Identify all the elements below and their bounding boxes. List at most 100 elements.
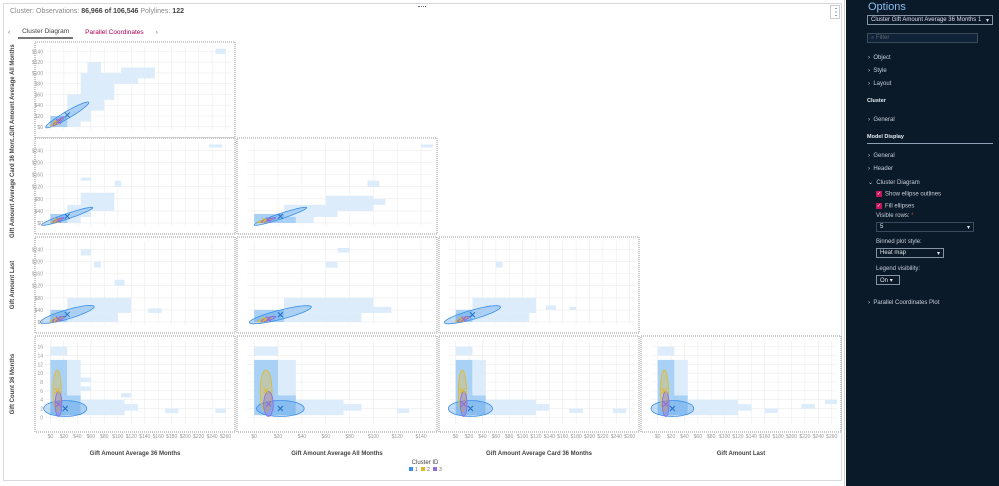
heatmap-bin: [80, 377, 91, 382]
tab-next-icon[interactable]: ›: [155, 29, 158, 36]
x-tick-label: $220: [597, 434, 608, 440]
x-tick-label: $140: [139, 434, 150, 440]
panel-0-0: $0 $20 $40 $60 $80 $100 $120 $140 Gift Amount Av…: [10, 41, 236, 139]
object-select[interactable]: Cluster Gift Amount Average 36 Months 1 ▾: [867, 15, 993, 25]
panel-1-3: $0 $20 $40 $60 $80 $100 $120 $140 Gift Amount Av…: [236, 335, 438, 457]
heatmap-bin: [94, 261, 101, 268]
y-tick-label: 6: [40, 389, 43, 395]
heatmap-bin: [421, 144, 433, 148]
section-cluster-diagram[interactable]: ⌄ Cluster Diagram: [868, 180, 920, 186]
y-axis-title: Gift Amount Average Card 36 Mont...: [10, 134, 16, 238]
x-tick-label: $100: [112, 434, 123, 440]
tab-bar: ‹ Cluster Diagram Parallel Coordinates ›: [8, 26, 158, 39]
y-tick-label: $140: [32, 49, 43, 55]
x-tick-label: $260: [220, 434, 231, 440]
section-cluster-general[interactable]: › General: [868, 117, 895, 123]
heatmap-bin: [67, 213, 81, 223]
chevron-down-icon: ▾: [936, 251, 940, 257]
y-tick-label: 0: [40, 415, 43, 421]
tab-prev-icon[interactable]: ‹: [8, 29, 11, 36]
tab-cluster-diagram[interactable]: Cluster Diagram: [18, 26, 74, 39]
x-tick-label: $60: [87, 434, 96, 440]
panel-1-2: [236, 236, 438, 334]
heatmap-bin: [485, 399, 536, 416]
drag-handle[interactable]: [418, 6, 426, 8]
x-tick-label: $120: [392, 434, 403, 440]
y-tick-label: $0: [37, 221, 43, 227]
x-tick-label: $240: [813, 434, 824, 440]
heatmap-bin: [283, 297, 374, 313]
x-tick-label: $180: [166, 434, 177, 440]
section-style[interactable]: › Style: [868, 68, 887, 74]
y-tick-label: $200: [32, 260, 43, 266]
x-tick-label: $200: [180, 434, 191, 440]
panel-frame: [3, 3, 842, 481]
x-tick-label: $20: [465, 434, 474, 440]
x-tick-label: $140: [544, 434, 555, 440]
y-tick-label: $200: [32, 161, 43, 167]
summary-header: Cluster: Observations: 86,966 of 106,546…: [10, 8, 184, 15]
heatmap-bin: [687, 399, 738, 416]
binned-style-select[interactable]: Heat map ▾: [876, 248, 944, 258]
legend-visibility-select[interactable]: On ▾: [876, 275, 900, 285]
panel-0-2: $0 $40 $80 $120 $160 $200 $240 Gift Amount Last: [10, 236, 236, 334]
y-tick-label: 4: [40, 398, 43, 404]
y-tick-label: 14: [37, 353, 43, 359]
heatmap-bin: [674, 359, 688, 396]
cluster-2-centroid-marker: [54, 387, 60, 394]
heatmap-bin: [495, 261, 503, 268]
visible-rows-select[interactable]: 5 ▾: [876, 222, 974, 232]
x-tick-label: $140: [416, 434, 427, 440]
more-menu-icon[interactable]: ⋮: [830, 5, 841, 19]
filter-input[interactable]: ⌕ Filter: [867, 33, 978, 43]
heatmap-bin: [80, 177, 91, 181]
divider: [867, 143, 993, 144]
tab-parallel-coordinates[interactable]: Parallel Coordinates: [85, 29, 144, 36]
heatmap-bin: [141, 67, 155, 79]
section-parallel-coordinates[interactable]: › Parallel Coordinates Plot: [868, 300, 940, 306]
x-tick-label: $80: [100, 434, 109, 440]
fill-ellipses-checkbox[interactable]: ✓ Fill ellipses: [876, 203, 915, 210]
section-object[interactable]: › Object: [868, 55, 891, 61]
heatmap-bin: [283, 204, 338, 217]
section-layout[interactable]: › Layout: [868, 81, 892, 87]
section-header[interactable]: › Header: [868, 166, 894, 172]
x-tick-label: $0: [48, 434, 54, 440]
cluster-1-centroid-marker: [469, 311, 476, 318]
x-tick-label: $60: [322, 434, 331, 440]
y-tick-label: $80: [35, 82, 44, 88]
y-tick-label: 16: [37, 345, 43, 351]
y-tick-label: 12: [37, 362, 43, 368]
y-tick-label: $0: [37, 125, 43, 131]
heatmap-bin: [283, 312, 362, 322]
cluster-diagram-panel: Cluster: Observations: 86,966 of 106,546…: [3, 0, 845, 486]
cluster-3-centroid-marker: [265, 316, 272, 322]
y-tick-label: $40: [35, 308, 44, 314]
legend-title: Cluster ID: [412, 460, 439, 466]
cluster-3-centroid-marker: [265, 401, 272, 407]
cluster-1-centroid-marker: [277, 311, 284, 318]
heatmap-bin: [80, 94, 115, 100]
heatmap-bin: [208, 144, 223, 148]
heatmap-bin: [94, 99, 105, 111]
heatmap-bin: [121, 67, 142, 79]
cluster-1-centroid-marker: [64, 311, 71, 318]
x-tick-label: $240: [207, 434, 218, 440]
x-tick-label: $80: [345, 434, 354, 440]
cluster-2-centroid-marker: [458, 316, 465, 323]
checkbox-checked-icon: ✓: [876, 203, 882, 209]
x-tick-label: $40: [478, 434, 487, 440]
heatmap-bin: [121, 393, 132, 398]
heatmap-bin: [87, 62, 101, 73]
y-tick-label: 10: [37, 371, 43, 377]
y-tick-label: $40: [35, 103, 44, 109]
section-model-general[interactable]: › General: [868, 153, 895, 159]
heatmap-bin: [569, 306, 577, 310]
panel-2-3: $0 $20 $40 $60 $80 $100 $120 $140 $160 $180 $200 $2…: [438, 335, 640, 457]
show-ellipse-checkbox[interactable]: ✓ Show ellipse outlines: [876, 191, 942, 198]
cluster-2-centroid-marker: [459, 387, 466, 394]
heatmap-bin: [67, 110, 91, 122]
legend: Cluster ID1 2 3: [409, 460, 442, 473]
cluster-3-centroid-marker: [460, 401, 467, 407]
